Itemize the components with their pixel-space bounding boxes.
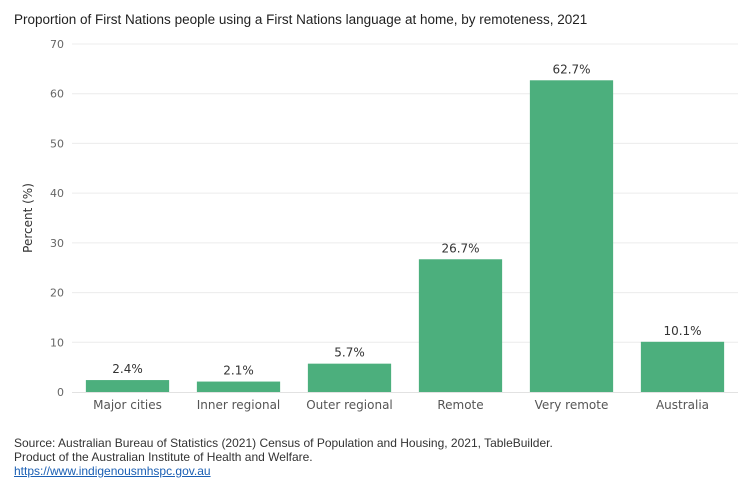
y-tick-label: 70 — [50, 38, 64, 51]
data-labels: 2.4% 2.1% 5.7% 26.7% 62.7% 10.1% — [112, 62, 701, 377]
website-link[interactable]: https://www.indigenousmhspc.gov.au — [14, 464, 211, 478]
x-category-label: Remote — [437, 398, 483, 412]
x-category-label: Inner regional — [197, 398, 281, 412]
y-axis-ticks: 0 10 20 30 40 50 60 70 — [50, 38, 64, 399]
chart-title: Proportion of First Nations people using… — [14, 12, 588, 27]
x-category-label: Major cities — [93, 398, 162, 412]
y-tick-label: 40 — [50, 187, 64, 200]
bars — [85, 80, 725, 392]
bar-chart: 0 10 20 30 40 50 60 70 2.4% 2.1% 5.7% 26.7% 62.7% 10… — [21, 38, 738, 412]
y-tick-label: 10 — [50, 336, 64, 349]
bar-major-cities[interactable] — [85, 380, 170, 392]
bar-australia[interactable] — [640, 341, 725, 392]
y-tick-label: 50 — [50, 137, 64, 150]
data-label: 62.7% — [552, 62, 590, 76]
x-category-label: Very remote — [535, 398, 609, 412]
source-note: Source: Australian Bureau of Statistics … — [14, 436, 553, 478]
bar-remote[interactable] — [418, 259, 503, 392]
data-label: 5.7% — [334, 346, 365, 360]
y-axis-label: Percent (%) — [21, 183, 35, 253]
bar-very-remote[interactable] — [529, 80, 614, 392]
y-tick-label: 60 — [50, 88, 64, 101]
data-label: 26.7% — [441, 241, 479, 255]
data-label: 10.1% — [663, 324, 701, 338]
y-tick-label: 0 — [57, 386, 64, 399]
bar-inner-regional[interactable] — [196, 381, 281, 392]
bar-outer-regional[interactable] — [307, 363, 392, 392]
x-category-label: Australia — [656, 398, 709, 412]
gridlines — [72, 43, 738, 343]
data-label: 2.4% — [112, 362, 143, 376]
x-category-label: Outer regional — [306, 398, 393, 412]
source-text: Source: Australian Bureau of Statistics … — [14, 436, 553, 450]
y-tick-label: 30 — [50, 237, 64, 250]
product-text: Product of the Australian Institute of H… — [14, 450, 313, 464]
data-label: 2.1% — [223, 364, 254, 378]
x-axis-categories: Major cities Inner regional Outer regional… — [93, 398, 709, 412]
y-tick-label: 20 — [50, 287, 64, 300]
